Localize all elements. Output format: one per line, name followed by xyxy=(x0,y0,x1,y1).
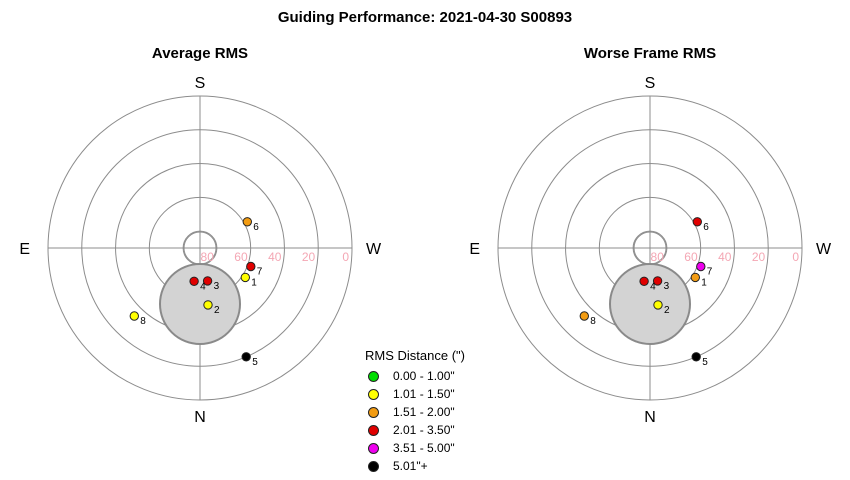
direction-label-right: W xyxy=(366,241,382,258)
direction-label-bottom: N xyxy=(644,409,656,426)
legend-swatch xyxy=(368,460,379,472)
average-rms-panel: Average RMS 80 60 40 20 0 S N E W 1 2 3 4 5 6 7 8 xyxy=(0,40,400,480)
data-point xyxy=(189,276,199,287)
data-point-label: 5 xyxy=(252,357,258,368)
data-point xyxy=(246,261,256,272)
legend-label: 1.01 - 1.50" xyxy=(393,387,455,401)
legend-label: 2.01 - 3.50" xyxy=(393,423,455,437)
legend-item: 5.01"+ xyxy=(365,457,495,475)
data-point-label: 8 xyxy=(590,316,596,327)
main-title: Guiding Performance: 2021-04-30 S00893 xyxy=(277,9,573,26)
legend-swatch xyxy=(368,406,379,418)
legend-swatch xyxy=(368,442,379,454)
data-point xyxy=(240,272,251,283)
legend-label: 0.00 - 1.00" xyxy=(393,369,455,383)
rms-legend: RMS Distance (") 0.00 - 1.00" 1.01 - 1.50… xyxy=(365,348,495,475)
legend-swatch xyxy=(368,388,379,400)
data-point-label: 4 xyxy=(650,281,656,292)
data-point-label: 7 xyxy=(257,267,263,278)
radial-tick-label: 60 xyxy=(684,250,698,264)
direction-label-left: E xyxy=(19,241,30,258)
average-rms-polar-plot: 80 60 40 20 0 S N E W 1 2 34 5 6 7 8 xyxy=(19,75,382,426)
radial-tick-label: 0 xyxy=(792,250,799,264)
direction-label-bottom: N xyxy=(194,409,206,426)
radial-tick-label: 80 xyxy=(201,250,215,264)
radial-tick-label: 40 xyxy=(718,250,732,264)
direction-label-right: W xyxy=(816,241,832,258)
data-point-label: 3 xyxy=(214,281,220,292)
legend-item: 0.00 - 1.00" xyxy=(365,367,495,385)
panel-title: Worse Frame RMS xyxy=(583,45,717,62)
data-point xyxy=(202,276,213,286)
data-point xyxy=(653,300,663,310)
direction-label-top: S xyxy=(195,75,206,92)
data-point-label: 6 xyxy=(253,222,259,233)
data-point-label: 5 xyxy=(702,357,708,368)
data-point xyxy=(690,272,701,283)
data-point-label: 1 xyxy=(701,277,707,288)
legend-item: 2.01 - 3.50" xyxy=(365,421,495,439)
zenith-gap-circle xyxy=(609,263,691,345)
data-point xyxy=(241,352,251,362)
data-point xyxy=(129,311,140,321)
data-point-label: 6 xyxy=(703,222,709,233)
direction-label-top: S xyxy=(645,75,656,92)
radial-tick-label: 20 xyxy=(302,250,316,264)
data-point xyxy=(639,276,649,287)
legend-label: 1.51 - 2.00" xyxy=(393,405,455,419)
zenith-gap-circle xyxy=(159,263,241,345)
data-point xyxy=(579,311,590,321)
legend-label: 5.01"+ xyxy=(393,459,428,473)
radial-tick-label: 80 xyxy=(651,250,665,264)
data-point xyxy=(696,261,706,272)
legend-title: RMS Distance (") xyxy=(365,348,465,363)
radial-tick-label: 40 xyxy=(268,250,282,264)
legend-item: 3.51 - 5.00" xyxy=(365,439,495,457)
data-point xyxy=(242,217,253,227)
data-point-label: 3 xyxy=(664,281,670,292)
legend-swatch xyxy=(368,424,379,436)
data-point xyxy=(203,300,213,310)
legend-swatch xyxy=(368,370,379,382)
data-point xyxy=(692,217,703,227)
data-point-label: 1 xyxy=(251,277,257,288)
data-point-label: 8 xyxy=(140,316,146,327)
radial-tick-label: 20 xyxy=(752,250,766,264)
data-point-label: 4 xyxy=(200,281,206,292)
radial-tick-label: 60 xyxy=(234,250,248,264)
data-point-label: 2 xyxy=(214,305,220,316)
worse-frame-rms-panel: Worse Frame RMS 80 60 40 20 0 S N E W 1 2 3 4 5 6 7 8 xyxy=(450,40,850,480)
legend-label: 3.51 - 5.00" xyxy=(393,441,455,455)
data-point-label: 2 xyxy=(664,305,670,316)
radial-tick-label: 0 xyxy=(342,250,349,264)
data-point xyxy=(652,276,663,286)
worse-frame-rms-polar-plot: 80 60 40 20 0 S N E W 1 2 34 5 6 7 8 xyxy=(469,75,832,426)
legend-item: 1.51 - 2.00" xyxy=(365,403,495,421)
data-point-label: 7 xyxy=(707,267,713,278)
data-point xyxy=(691,352,701,362)
panel-title: Average RMS xyxy=(151,45,249,62)
direction-label-left: E xyxy=(469,241,480,258)
legend-item: 1.01 - 1.50" xyxy=(365,385,495,403)
